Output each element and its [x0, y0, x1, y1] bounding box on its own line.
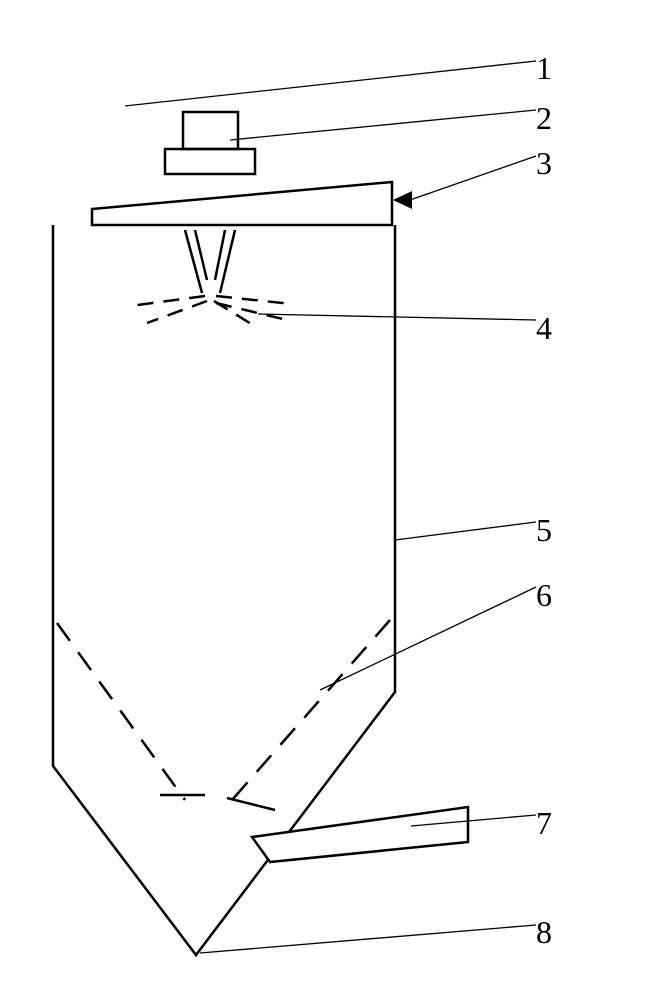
leader-lines [125, 61, 536, 953]
arrow-3 [393, 191, 412, 209]
top-block [183, 112, 238, 149]
leader-1 [125, 61, 536, 106]
funnel-bottom-right [227, 798, 275, 810]
outlet-pipe [252, 807, 468, 862]
leader-4 [258, 314, 536, 320]
leader-3 [410, 156, 536, 200]
nozzle-left-outer [185, 230, 202, 293]
label-6: 6 [536, 577, 552, 614]
mid-block [165, 149, 255, 174]
label-1: 1 [536, 50, 552, 87]
nozzle-right-inner [215, 230, 225, 280]
leader-2 [230, 110, 536, 140]
label-8: 8 [536, 914, 552, 951]
leader-6 [320, 587, 536, 690]
spray-pattern [130, 296, 292, 325]
label-2: 2 [536, 100, 552, 137]
label-3: 3 [536, 145, 552, 182]
label-4: 4 [536, 310, 552, 347]
leader-8 [200, 925, 536, 953]
label-5: 5 [536, 512, 552, 549]
technical-diagram: 1 2 3 4 5 6 7 8 [0, 0, 646, 1000]
internal-funnel [57, 620, 390, 800]
leader-5 [395, 522, 536, 540]
trapezoid-top [92, 182, 392, 225]
label-7: 7 [536, 805, 552, 842]
